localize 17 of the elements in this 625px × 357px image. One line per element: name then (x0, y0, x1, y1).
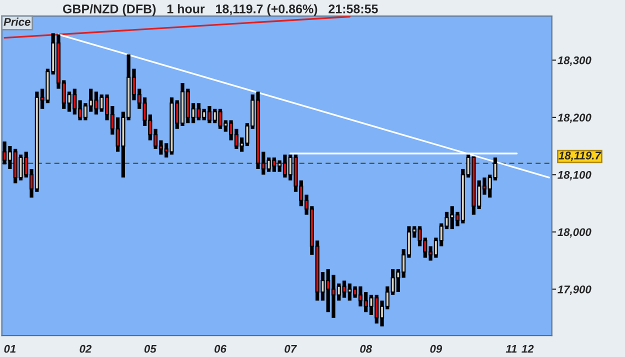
ref-line-label: 18,119.7 (558, 152, 602, 162)
y-tick-label: 18,200 (558, 114, 592, 124)
x-tick-label: 08 (360, 344, 372, 353)
y-tick-label: 17,900 (558, 285, 592, 295)
x-tick-label: 09 (430, 344, 442, 353)
chart-title: GBP/NZD (DFB) 1 hour 18,119.7 (+0.86%) 21:58:55 (63, 4, 378, 16)
y-tick-label: 18,300 (558, 56, 592, 66)
x-tick-label: 07 (284, 344, 297, 353)
annotation: Price (4, 18, 30, 26)
x-tick-label: 01 (4, 344, 16, 353)
y-tick-label: 18,000 (558, 228, 592, 238)
y-tick-label: 18,100 (558, 170, 592, 180)
x-tick-label: 05 (144, 344, 156, 353)
x-tick-label: 02 (80, 344, 92, 353)
x-tick-label: 11 (506, 345, 517, 353)
x-tick-label: 12 (522, 344, 534, 353)
x-tick-label: 06 (214, 344, 226, 353)
